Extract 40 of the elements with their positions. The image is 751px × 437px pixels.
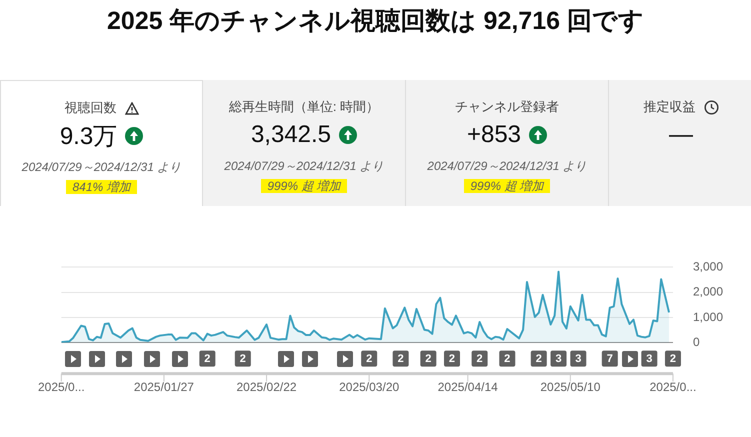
text: 2 bbox=[536, 353, 542, 366]
text: 3 bbox=[646, 353, 652, 366]
text: 2 bbox=[240, 353, 246, 366]
text: 999% 超 増加 bbox=[261, 179, 347, 193]
y-tick-label: 3,000 bbox=[692, 260, 724, 274]
text: 2 bbox=[504, 353, 510, 366]
y-tick-label: 0 bbox=[692, 334, 700, 349]
text: 視聴回数 bbox=[64, 99, 116, 117]
x-tick-label: 2025/01/27 bbox=[134, 380, 194, 394]
text: — bbox=[669, 121, 693, 149]
text: 2024/07/29～2024/12/31 より bbox=[224, 159, 384, 173]
x-tick-label: 2025/05/10 bbox=[540, 380, 601, 394]
text: 2 bbox=[366, 353, 372, 366]
x-tick-label: 2025/0... bbox=[650, 380, 696, 394]
text: 2 bbox=[398, 353, 404, 366]
text: 841% 増加 bbox=[66, 180, 137, 194]
text: 3 bbox=[555, 353, 562, 366]
text: 2 bbox=[670, 353, 676, 366]
y-tick-label: 1,000 bbox=[692, 310, 724, 324]
text: 3,342.5 bbox=[250, 121, 332, 149]
y-tick-label: 2,000 bbox=[692, 284, 724, 299]
chart-title: 2025 年のチャンネル視聴回数は 92,716 回です bbox=[106, 6, 645, 37]
text: 999% 超 増加 bbox=[464, 179, 550, 193]
x-tick-label: 2025/02/22 bbox=[236, 380, 297, 394]
text: 推定収益 bbox=[644, 98, 696, 116]
text: 9.3万 bbox=[60, 122, 118, 152]
text: 3 bbox=[575, 353, 582, 366]
text: 総再生時間（単位: 時間） bbox=[228, 98, 380, 116]
text: 2 bbox=[204, 353, 210, 366]
text: 2 bbox=[476, 353, 483, 366]
text: +853 bbox=[466, 121, 522, 149]
x-tick-label: 2025/04/14 bbox=[438, 380, 498, 394]
text: 2024/07/29～2024/12/31 より bbox=[427, 159, 587, 173]
text: チャンネル登録者 bbox=[455, 98, 559, 116]
text: 2 bbox=[448, 353, 456, 366]
text: 7 bbox=[606, 353, 613, 366]
text: 2024/07/29～2024/12/31 より bbox=[22, 160, 182, 174]
text: 2 bbox=[425, 353, 432, 366]
x-tick-label: 2025/0... bbox=[38, 380, 85, 394]
x-tick-label: 2025/03/20 bbox=[339, 380, 400, 394]
